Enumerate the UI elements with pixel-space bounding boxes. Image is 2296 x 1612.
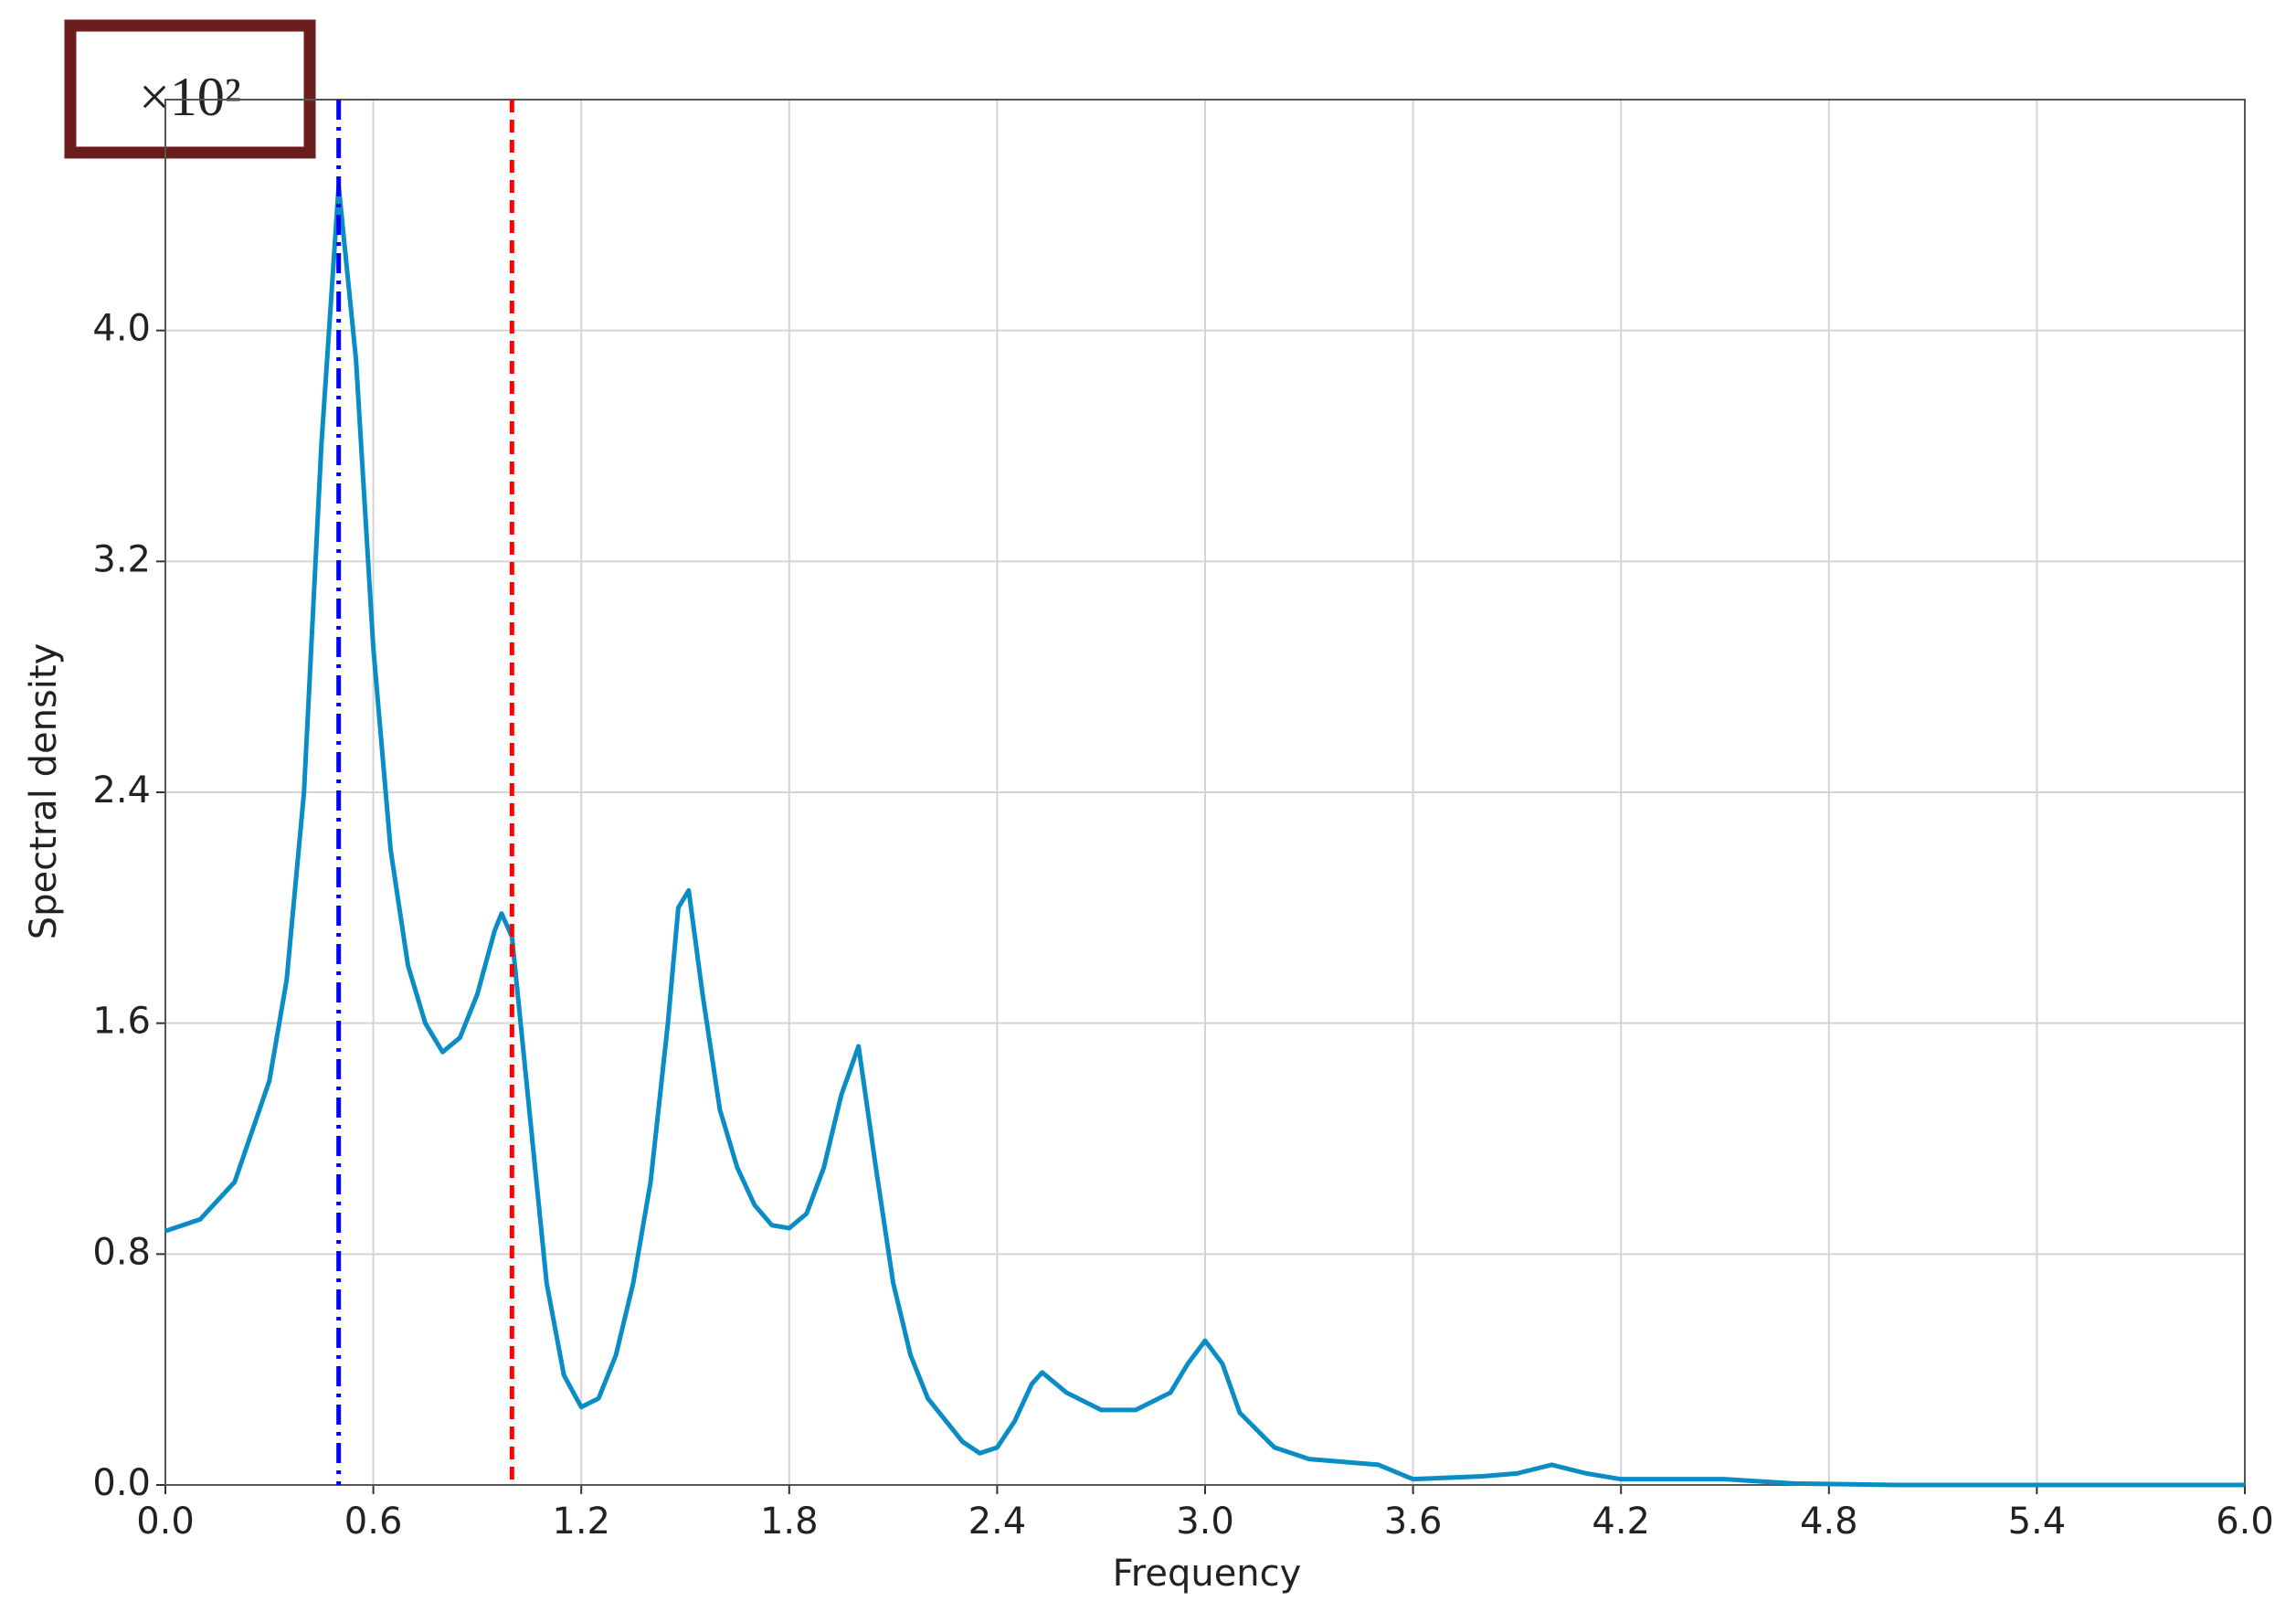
y-tick-label: 3.2 xyxy=(92,538,151,580)
x-tick-label: 3.6 xyxy=(1384,1501,1443,1543)
y-tick-label: 0.0 xyxy=(92,1462,151,1504)
x-tick-label: 4.8 xyxy=(1800,1501,1858,1543)
x-tick-label: 5.4 xyxy=(2008,1501,2067,1543)
data-line xyxy=(164,184,2245,1488)
x-tick-label: 2.4 xyxy=(968,1501,1027,1543)
x-tick-label: 1.8 xyxy=(760,1501,819,1543)
y-tick-label: 1.6 xyxy=(92,1001,151,1043)
y-tick-label: 2.4 xyxy=(92,769,151,811)
x-tick-label: 0.6 xyxy=(344,1501,403,1543)
annotation: ×10² xyxy=(139,67,241,127)
x-tick-label: 0.0 xyxy=(136,1501,195,1543)
y-tick-label: 0.8 xyxy=(92,1231,151,1273)
x-tick-label: 6.0 xyxy=(2216,1501,2274,1543)
x-axis-label: Frequency xyxy=(1113,1553,1302,1595)
annotation-box xyxy=(64,19,316,159)
x-tick-label: 1.2 xyxy=(552,1501,610,1543)
x-tick-label: 3.0 xyxy=(1176,1501,1234,1543)
plot-frame xyxy=(164,99,2246,1486)
y-axis-label: Spectral density xyxy=(23,643,65,940)
x-tick-label: 4.2 xyxy=(1592,1501,1650,1543)
y-tick-label: 4.0 xyxy=(92,308,151,350)
